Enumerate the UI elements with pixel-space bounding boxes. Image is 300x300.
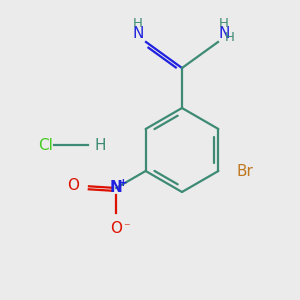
Text: ⁻: ⁻ [123, 221, 130, 234]
Text: H: H [133, 17, 143, 30]
Text: H: H [95, 137, 106, 152]
Text: H: H [219, 17, 229, 30]
Text: O: O [110, 221, 122, 236]
Text: N: N [110, 181, 123, 196]
Text: N: N [219, 26, 230, 41]
Text: Cl: Cl [38, 137, 53, 152]
Text: H: H [225, 31, 235, 44]
Text: Br: Br [236, 164, 253, 178]
Text: +: + [119, 178, 128, 188]
Text: N: N [133, 26, 144, 41]
Text: O: O [67, 178, 79, 194]
